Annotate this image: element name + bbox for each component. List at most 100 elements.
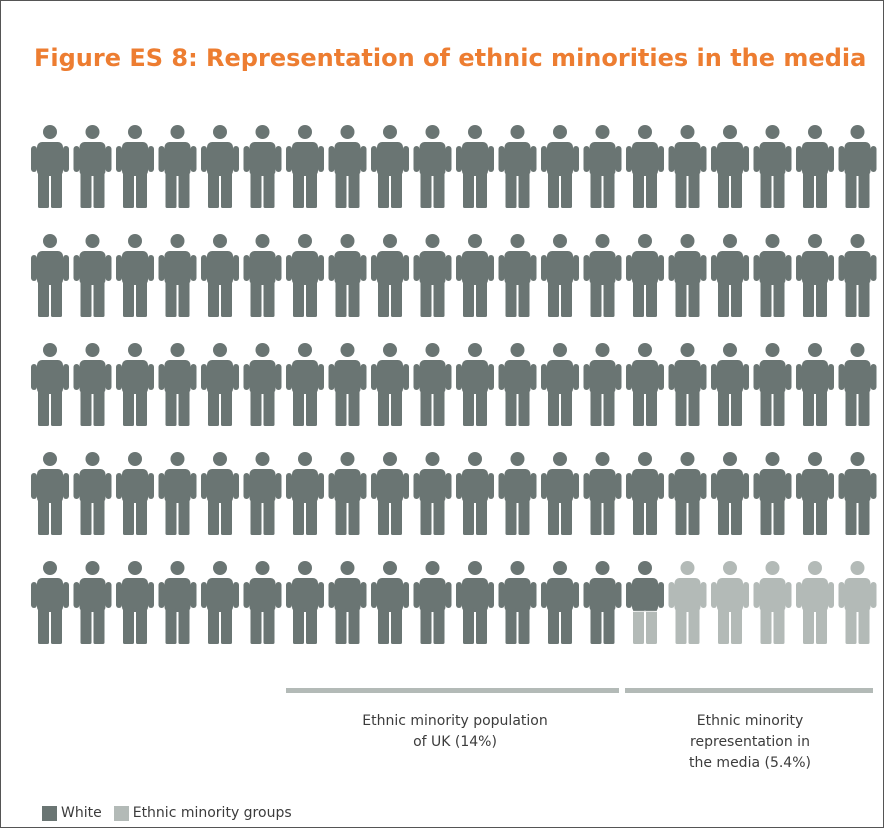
person-figure — [371, 234, 409, 317]
person-figure — [753, 561, 792, 644]
person-figure — [498, 343, 537, 426]
person-figure — [668, 125, 707, 208]
person-figure — [328, 452, 367, 535]
person-figure — [711, 561, 749, 644]
legend-item-minority: Ethnic minority groups — [113, 805, 292, 821]
person-figure — [201, 343, 239, 426]
person-figure — [753, 343, 792, 426]
person-figure — [243, 343, 282, 426]
person-figure — [286, 561, 324, 644]
person-figure — [753, 234, 792, 317]
person-figure — [371, 343, 409, 426]
person-figure — [31, 234, 69, 317]
person-figure — [796, 343, 834, 426]
legend-item-white: White — [42, 805, 102, 821]
person-figure — [286, 343, 324, 426]
person-figure — [668, 561, 707, 644]
population-annotation-line1: Ethnic minority population — [362, 713, 548, 729]
person-figure — [286, 452, 324, 535]
media-annotation-line2: representation in — [690, 734, 810, 750]
person-figure — [413, 343, 452, 426]
person-figure — [371, 125, 409, 208]
media-bracket — [625, 688, 873, 693]
person-figure — [413, 234, 452, 317]
person-figure — [73, 343, 112, 426]
person-figure — [541, 125, 579, 208]
person-figure — [668, 234, 707, 317]
person-figure — [413, 452, 452, 535]
person-figure — [243, 234, 282, 317]
person-figure — [796, 234, 834, 317]
person-figure — [456, 125, 494, 208]
person-figure — [116, 452, 154, 535]
person-figure — [583, 343, 622, 426]
person-figure — [413, 561, 452, 644]
person-figure — [626, 561, 664, 644]
person-figure — [456, 561, 494, 644]
person-figure — [243, 561, 282, 644]
person-figure — [711, 452, 749, 535]
legend-swatch-minority — [113, 805, 129, 821]
person-figure — [583, 234, 622, 317]
person-figure — [838, 561, 877, 644]
person-figure — [413, 125, 452, 208]
legend-label-minority: Ethnic minority groups — [132, 805, 292, 821]
person-figure — [838, 125, 877, 208]
person-figure — [328, 125, 367, 208]
person-figure — [158, 452, 197, 535]
person-figure — [456, 234, 494, 317]
person-figure — [711, 125, 749, 208]
person-figure — [31, 125, 69, 208]
person-figure — [753, 452, 792, 535]
person-figure — [201, 234, 239, 317]
media-annotation-line3: the media (5.4%) — [689, 755, 811, 771]
population-annotation: Ethnic minority population of UK (14%) — [310, 711, 600, 753]
person-figure — [116, 234, 154, 317]
person-figure — [796, 561, 834, 644]
person-figure — [116, 561, 154, 644]
person-figure — [201, 452, 239, 535]
person-figure — [371, 561, 409, 644]
person-figure — [456, 452, 494, 535]
person-figure — [583, 452, 622, 535]
person-figure — [711, 234, 749, 317]
person-figure — [201, 125, 239, 208]
person-figure — [328, 343, 367, 426]
person-figure — [541, 561, 579, 644]
person-figure — [498, 234, 537, 317]
person-figure — [31, 343, 69, 426]
person-figure — [158, 125, 197, 208]
population-annotation-line2: of UK (14%) — [413, 734, 497, 750]
population-bracket — [286, 688, 619, 693]
person-figure — [498, 452, 537, 535]
person-figure — [541, 234, 579, 317]
person-figure — [838, 452, 877, 535]
person-figure — [73, 125, 112, 208]
person-figure — [498, 125, 537, 208]
person-figure — [711, 343, 749, 426]
person-figure — [73, 234, 112, 317]
legend-swatch-white — [42, 805, 57, 821]
person-figure — [583, 561, 622, 644]
person-figure — [31, 452, 69, 535]
person-figure — [243, 125, 282, 208]
person-figure — [328, 234, 367, 317]
person-figure — [626, 125, 664, 208]
legend: White Ethnic minority groups — [42, 805, 304, 821]
person-figure — [328, 561, 367, 644]
person-figure — [668, 452, 707, 535]
person-figure — [753, 125, 792, 208]
person-figure — [838, 234, 877, 317]
person-figure — [286, 234, 324, 317]
person-figure — [158, 343, 197, 426]
person-figure — [158, 234, 197, 317]
person-figure — [626, 234, 664, 317]
person-figure — [286, 125, 324, 208]
person-figure — [73, 452, 112, 535]
media-annotation: Ethnic minority representation in the me… — [640, 711, 860, 774]
person-figure — [158, 561, 197, 644]
person-figure — [838, 343, 877, 426]
person-figure — [498, 561, 537, 644]
media-annotation-line1: Ethnic minority — [696, 713, 804, 729]
